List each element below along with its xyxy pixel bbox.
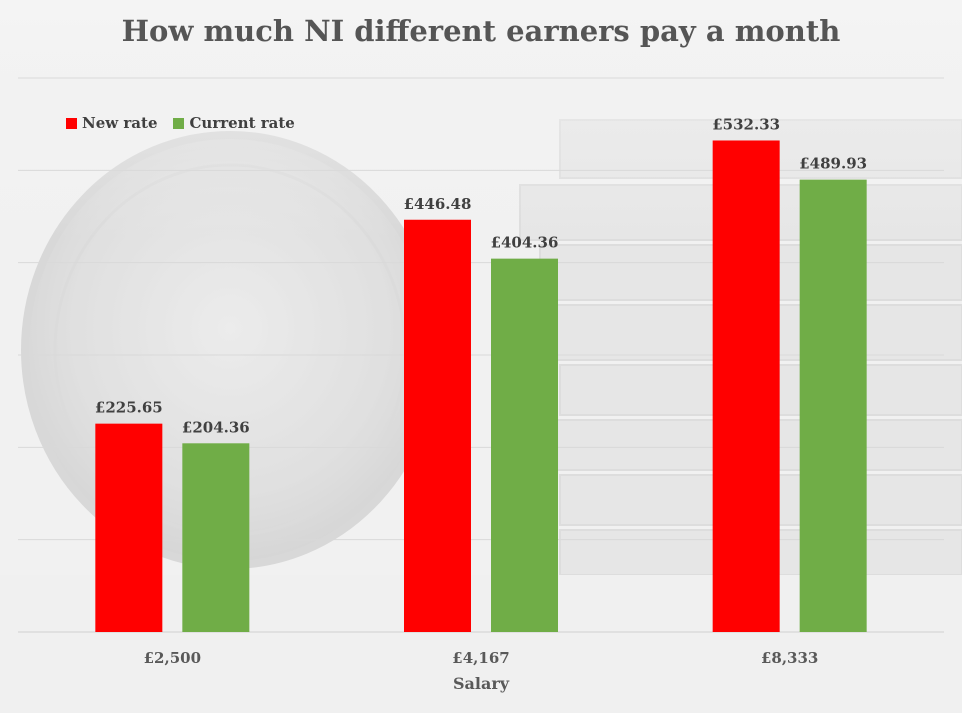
bars xyxy=(95,140,867,633)
x-tick-label: £2,500 xyxy=(144,649,201,667)
bar-new-rate-0 xyxy=(95,423,163,632)
data-label: £532.33 xyxy=(712,115,780,133)
bar-new-rate-1 xyxy=(404,219,471,633)
legend-swatch-new-rate xyxy=(66,117,77,129)
gridlines xyxy=(18,77,944,633)
legend-swatch-current-rate xyxy=(173,117,185,129)
legend-label-current-rate: Current rate xyxy=(189,114,295,132)
data-label: £225.65 xyxy=(95,399,163,417)
x-tick-label: £4,167 xyxy=(452,649,509,667)
bar-current-rate-0 xyxy=(182,443,250,632)
legend-label-new-rate: New rate xyxy=(82,114,158,132)
x-tick-labels: £2,500 £4,167 £8,333 xyxy=(144,649,819,667)
x-tick-label: £8,333 xyxy=(761,649,818,667)
data-label: £404.36 xyxy=(491,234,559,252)
data-label: £446.48 xyxy=(404,195,472,213)
legend: New rate Current rate xyxy=(66,114,295,132)
bar-new-rate-2 xyxy=(712,140,780,632)
legend-item-current-rate: Current rate xyxy=(173,114,295,132)
bar-current-rate-1 xyxy=(491,258,558,632)
bar-current-rate-2 xyxy=(799,179,867,633)
data-label: £489.93 xyxy=(799,155,867,173)
x-axis-label: Salary xyxy=(452,674,510,693)
legend-item-new-rate: New rate xyxy=(66,114,157,132)
data-label: £204.36 xyxy=(182,418,250,436)
chart-title: How much NI different earners pay a mont… xyxy=(121,14,841,48)
data-labels: £225.65 £204.36 £446.48 £404.36 £532.33 £489.… xyxy=(95,115,867,436)
